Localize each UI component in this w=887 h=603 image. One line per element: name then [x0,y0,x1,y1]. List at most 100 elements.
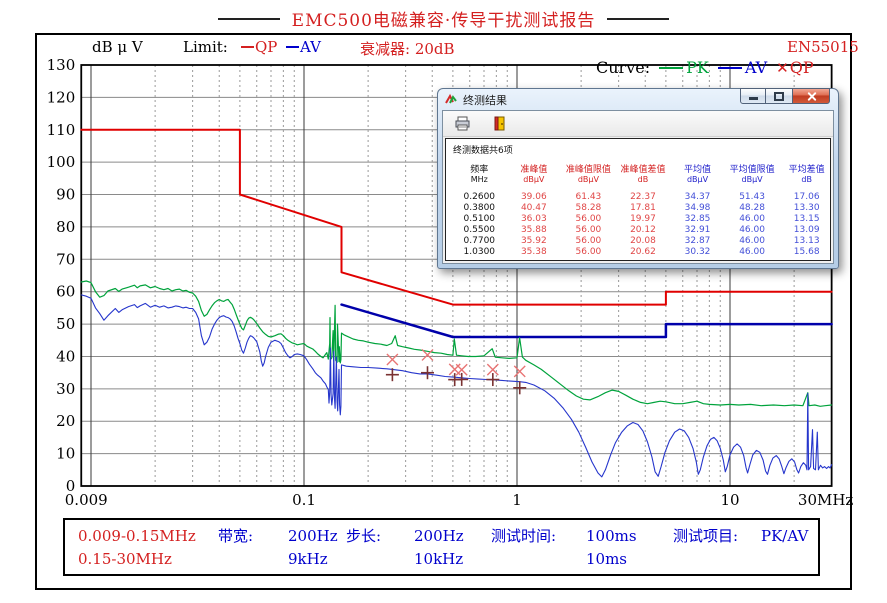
column-header: 准峰值限值 dBμV [565,165,611,184]
results-table-header: 频率 MHz 准峰值 dBμV 准峰值限值 dBμV 准峰值差值 dB 平均值 dBμV 平均值限值… [452,160,830,191]
y-axis-unit-label: dB μ V [92,38,143,56]
print-button[interactable] [451,114,473,134]
test-item-label: 测试项目: [673,527,739,545]
close-button[interactable] [792,88,830,104]
limit-qp-legend: QP [241,38,277,56]
exit-button[interactable] [489,114,511,134]
results-dialog[interactable]: 终测结果 [437,88,839,269]
test-time-value-1: 100ms [586,526,637,545]
svg-text:80: 80 [56,218,75,236]
result-cell: 15.68 [793,246,820,257]
dialog-titlebar[interactable]: 终测结果 [438,88,838,110]
pk-line-icon [659,67,684,69]
result-cell: 22.37 [630,191,656,202]
dialog-toolbar [443,111,833,137]
freq-range-1: 0.009-0.15MHz [78,526,196,545]
svg-text:0.1: 0.1 [292,491,316,509]
svg-text:10: 10 [56,445,75,463]
svg-text:50: 50 [56,315,75,333]
report-title-row: EMC500电磁兼容·传导干扰测试报告 [0,6,887,31]
result-cell: 0.5100 [463,213,496,224]
result-cell: 34.98 [684,202,711,213]
column-header: 平均差值 dB [788,165,825,184]
result-cell: 56.00 [575,235,602,246]
result-cell: 17.81 [630,202,656,213]
result-cell: 48.28 [739,202,765,213]
result-cell: 56.00 [575,246,602,257]
QP-limit-curve [80,128,833,306]
qp-cross-icon: ✕ [776,59,789,77]
column-header: 平均值 dBμV [684,165,712,184]
result-cell: 35.38 [520,246,547,257]
av-final-marks [385,366,527,395]
pk-curve-legend: PK [659,58,709,77]
av-limit-dash-icon [286,46,299,48]
result-cell: 32.87 [684,235,711,246]
column-header: 平均值限值 dBμV [729,165,775,184]
qp-mark-legend: ✕QP [776,58,814,77]
minimize-button[interactable] [740,88,766,104]
svg-text:30MHz: 30MHz [798,491,854,509]
result-cell: 30.32 [684,246,711,257]
test-item-value: PK/AV [761,526,809,545]
svg-text:130: 130 [47,56,76,74]
result-cell: 34.37 [684,191,711,202]
svg-text:90: 90 [56,186,75,204]
result-cell: 46.00 [739,213,765,224]
svg-text:70: 70 [56,250,75,268]
limit-legend-label: Limit: [183,38,228,56]
result-cell: 61.43 [575,191,602,202]
result-cell: 32.85 [684,213,711,224]
result-cell: 1.0300 [463,246,496,257]
result-cell: 58.28 [575,202,602,213]
result-cell: 39.06 [520,191,547,202]
results-summary: 终测数据共6项 [453,146,513,156]
column-header: 准峰值 dBμV [520,165,548,184]
app-icon [445,93,457,104]
result-cell: 17.06 [793,191,820,202]
bandwidth-value-1: 200Hz [288,526,338,545]
maximize-button[interactable] [766,88,792,104]
window-controls [740,88,830,104]
dialog-title: 终测结果 [463,94,507,107]
result-cell: 0.3800 [463,202,496,213]
svg-text:110: 110 [47,121,76,139]
svg-text:40: 40 [56,347,75,365]
results-table: 频率 MHz 准峰值 dBμV 准峰值限值 dBμV 准峰值差值 dB 平均值 dBμV 平均值限值… [452,160,830,257]
svg-text:120: 120 [47,88,76,106]
result-cell: 56.00 [575,213,602,224]
dialog-client-area: 终测数据共6项 频率 MHz 准峰值 dBμV 准峰值限值 dBμV 准峰值差值 dB 平均值 d… [442,110,834,264]
result-cell: 32.91 [684,224,711,235]
svg-text:30: 30 [56,380,75,398]
qp-final-marks [386,348,526,378]
result-cell: 0.5500 [463,224,496,235]
step-value-1: 200Hz [414,526,464,545]
result-cell: 20.08 [630,235,656,246]
exit-icon [494,116,504,131]
column-header: 频率 MHz [470,165,489,184]
PK-curve [80,280,833,407]
result-cell: 36.03 [520,213,547,224]
result-row: 0.2600 39.06 61.43 22.37 34.37 51.43 17.06 [452,191,830,202]
limit-av-legend: AV [286,38,321,56]
svg-text:10: 10 [720,491,739,509]
close-icon [806,91,817,102]
svg-text:100: 100 [47,153,76,171]
report-frame [35,33,852,590]
AV-limit-curve [340,303,833,339]
result-row: 0.7700 35.92 56.00 20.08 32.87 46.00 13.13 [452,235,830,246]
minimize-icon [748,97,758,100]
result-cell: 46.00 [739,224,765,235]
page-title: EMC500电磁兼容·传导干扰测试报告 [291,11,596,31]
printer-icon [455,116,469,131]
bandwidth-label: 带宽: [218,527,254,545]
curve-legend: Curve: PK AV ✕QP [596,58,814,77]
bandwidth-value-2: 9kHz [288,549,328,568]
qp-limit-dash-icon [241,46,254,48]
result-row: 0.5500 35.88 56.00 20.12 32.91 46.00 13.09 [452,224,830,235]
standard-label: EN55015 [787,38,859,56]
result-cell: 20.12 [630,224,656,235]
result-cell: 13.30 [793,202,820,213]
result-cell: 13.15 [793,213,820,224]
